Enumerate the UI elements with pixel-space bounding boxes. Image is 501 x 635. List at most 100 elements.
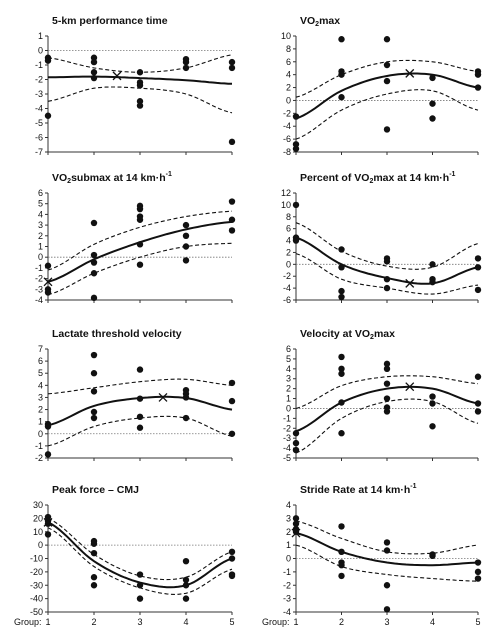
data-point — [292, 528, 300, 535]
data-point — [136, 69, 144, 76]
data-point — [90, 58, 98, 66]
data-point — [228, 379, 236, 387]
title-part: max — [319, 15, 340, 27]
data-point — [182, 257, 190, 264]
y-tick-label: -1 — [35, 263, 43, 273]
upper-ci-curve — [47, 210, 233, 271]
data-point — [136, 395, 144, 402]
data-point — [429, 423, 436, 430]
data-point — [383, 61, 391, 69]
data-point — [44, 451, 52, 458]
y-tick-label: 30 — [33, 500, 43, 510]
data-point — [292, 446, 300, 454]
data-point — [338, 353, 345, 361]
data-point — [383, 77, 391, 85]
y-tick-label: -4 — [35, 295, 43, 305]
y-tick-label: 2 — [38, 231, 43, 241]
data-point — [228, 138, 236, 146]
data-point — [474, 408, 482, 415]
data-point — [338, 365, 345, 373]
data-point — [383, 539, 391, 546]
data-point — [383, 275, 391, 283]
title-sup: -1 — [410, 483, 416, 490]
panel-1: 5-km performance time 1 0 -1 -2 -3 -4 -5 -6 -7 — [35, 15, 236, 157]
y-tick-label: -6 — [35, 133, 43, 143]
upper-ci-curve — [47, 517, 233, 581]
y-tick-label: 0 — [38, 429, 43, 439]
y-tick-label: -4 — [283, 121, 291, 131]
data-point — [182, 221, 190, 229]
x-tick-label: 5 — [229, 617, 234, 627]
data-point — [228, 58, 236, 66]
upper-ci-curve — [295, 375, 479, 410]
panel-title: VO2submax at 14 km·h-1 — [52, 171, 172, 185]
data-point — [429, 552, 436, 560]
data-point — [44, 112, 52, 119]
data-point — [90, 69, 98, 76]
data-point — [44, 531, 52, 538]
data-point — [90, 259, 98, 266]
x-tick-label: 4 — [183, 617, 188, 627]
data-point — [90, 270, 98, 277]
data-point — [136, 571, 144, 578]
title-part: Velocity at VO — [300, 328, 370, 340]
peak-marker — [291, 528, 301, 538]
title-part: max — [374, 328, 395, 340]
y-tick-label: 6 — [38, 356, 43, 366]
x-tick-label: 1 — [293, 617, 298, 627]
y-tick-label: 2 — [286, 384, 291, 394]
data-point — [292, 430, 300, 437]
data-point — [383, 547, 391, 554]
title-part: VO — [300, 15, 315, 27]
data-point — [383, 126, 391, 133]
y-tick-label: -1 — [283, 567, 291, 577]
data-point — [136, 216, 144, 223]
upper-ci-curve — [295, 222, 479, 270]
title-text: Lactate threshold velocity — [52, 328, 182, 340]
y-tick-label: 1 — [38, 31, 43, 41]
data-point — [383, 365, 391, 373]
data-point — [383, 360, 391, 368]
y-tick-label: 6 — [286, 224, 291, 234]
y-tick-label: 6 — [286, 57, 291, 67]
data-point — [182, 576, 190, 584]
data-point — [383, 258, 391, 265]
x-tick-label: 3 — [137, 617, 142, 627]
y-tick-label: 4 — [38, 380, 43, 390]
data-point — [383, 395, 391, 402]
peak-marker — [405, 278, 415, 288]
y-tick-label: 4 — [286, 500, 291, 510]
y-tick-label: -2 — [283, 271, 291, 281]
data-point — [90, 582, 98, 589]
data-point — [292, 237, 300, 244]
data-point — [429, 278, 436, 286]
y-tick-label: 1 — [286, 394, 291, 404]
data-point — [338, 370, 345, 377]
lower-ci-curve — [47, 415, 233, 447]
data-point — [90, 540, 98, 547]
y-tick-label: -4 — [35, 104, 43, 114]
y-tick-label: -30 — [30, 580, 43, 590]
y-tick-label: 1 — [286, 540, 291, 550]
data-point — [90, 408, 98, 416]
data-point — [474, 373, 482, 380]
data-point — [292, 141, 300, 148]
data-point — [182, 414, 190, 422]
title-text: 5-km performance time — [52, 15, 168, 27]
data-point — [90, 574, 98, 581]
y-tick-label: 2 — [286, 247, 291, 257]
data-point — [383, 606, 391, 613]
data-point — [228, 397, 236, 405]
data-point — [44, 57, 52, 64]
data-point — [136, 102, 144, 109]
title-part: max at 14 km·h — [373, 172, 449, 184]
data-point — [292, 520, 300, 527]
data-point — [228, 430, 236, 437]
data-point — [383, 36, 391, 43]
title-part: 2 — [315, 21, 319, 28]
data-point — [90, 549, 98, 557]
y-tick-label: 2 — [38, 405, 43, 415]
